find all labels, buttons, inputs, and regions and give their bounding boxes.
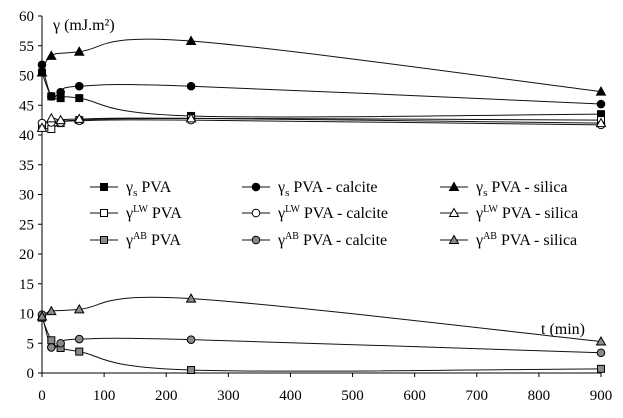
y-tick-label: 0: [27, 366, 35, 382]
x-tick-label: 700: [466, 388, 489, 404]
y-tick-label: 5: [27, 336, 35, 352]
legend-item-lw-calcite: γLW PVA - calcite: [242, 204, 388, 222]
data-point-ab-silica: [36, 310, 48, 321]
legend-marker: [100, 236, 108, 244]
legend-label: γAB PVA - calcite: [277, 231, 387, 249]
legend-item-ab-silica: γAB PVA - silica: [440, 231, 577, 249]
series-line-ab-silica: [41, 296, 602, 342]
data-point-lw-silica: [595, 117, 607, 128]
legend-label: γLW PVA - calcite: [277, 204, 388, 222]
series-line-s-calcite: [41, 64, 602, 105]
legend-label: γAB PVA - silica: [475, 231, 577, 249]
x-tick-label: 400: [279, 388, 302, 404]
data-point-s-silica: [45, 50, 57, 60]
x-tick-label: 800: [528, 388, 551, 404]
legend-marker: [251, 182, 261, 192]
y-tick-label: 10: [19, 307, 34, 323]
y-tick-label: 20: [19, 247, 34, 263]
series-markers: [36, 35, 607, 375]
data-point-s-silica: [36, 67, 48, 77]
data-point-ab-pva: [597, 364, 605, 373]
series-line-s-pva: [41, 72, 602, 118]
legend-item-lw-silica: γLW PVA - silica: [440, 204, 578, 222]
x-tick-label: 300: [217, 388, 240, 404]
y-tick-label: 45: [19, 98, 34, 114]
data-point-ab-silica: [595, 335, 607, 346]
data-point-ab-silica: [73, 303, 85, 314]
data-point-s-calcite: [47, 92, 56, 101]
legend-item-ab-pva: γAB PVA: [90, 231, 181, 249]
y-tick-label: 40: [19, 128, 34, 144]
data-point-ab-calcite: [186, 335, 196, 344]
x-tick-label: 600: [403, 388, 426, 404]
data-point-s-silica: [73, 46, 85, 56]
data-point-s-pva: [75, 94, 84, 103]
y-tick-label: 25: [19, 217, 34, 233]
data-point-ab-silica: [45, 305, 57, 316]
legend-item-s-calcite: γs PVA - calcite: [242, 179, 378, 199]
legend-marker: [251, 235, 261, 245]
legend-label: γLW PVA - silica: [475, 204, 578, 222]
legend-label: γs PVA: [125, 179, 172, 199]
legend-marker: [448, 207, 460, 217]
legend-marker: [448, 234, 460, 244]
x-tick-label: 500: [341, 388, 364, 404]
legend-marker: [100, 183, 108, 191]
y-tick-label: 50: [19, 69, 34, 85]
legend-label: γs PVA - calcite: [277, 179, 378, 199]
data-point-lw-silica: [73, 113, 85, 123]
data-point-ab-calcite: [596, 348, 606, 358]
legend-item-lw-pva: γLW PVA: [90, 204, 182, 222]
legend-label: γAB PVA: [125, 231, 181, 249]
data-point-lw-silica: [36, 122, 48, 132]
data-point-ab-pva: [187, 366, 196, 375]
series-line-ab-pva: [41, 317, 602, 372]
y-tick-label: 55: [19, 39, 34, 55]
legend-marker: [100, 209, 108, 217]
data-point-ab-silica: [185, 293, 197, 303]
x-tick-label: 100: [93, 388, 116, 404]
data-point-s-calcite: [186, 81, 196, 91]
y-tick-label: 60: [19, 9, 34, 25]
data-point-s-calcite: [56, 87, 65, 97]
legend-label: γs PVA - silica: [475, 179, 568, 199]
x-tick-label: 200: [155, 388, 178, 404]
legend-marker: [251, 208, 261, 218]
legend-item-s-pva: γs PVA: [90, 179, 172, 199]
series-line-s-silica: [41, 38, 602, 93]
data-point-lw-silica: [55, 114, 66, 125]
y-tick-label: 35: [19, 158, 34, 174]
x-tick-label: 0: [38, 388, 46, 404]
data-point-s-calcite: [74, 81, 84, 91]
data-point-ab-calcite: [74, 334, 84, 344]
data-point-s-silica: [185, 35, 197, 45]
data-point-s-silica: [595, 86, 607, 96]
legend-marker: [448, 181, 460, 191]
y-tick-label: 30: [19, 188, 34, 204]
legend-item-s-silica: γs PVA - silica: [440, 179, 568, 199]
y-tick-label: 15: [19, 277, 34, 293]
data-point-s-calcite: [596, 99, 606, 109]
data-point-lw-silica: [45, 112, 57, 123]
legend-item-ab-calcite: γAB PVA - calcite: [242, 231, 387, 249]
data-point-ab-pva: [75, 347, 84, 356]
data-point-ab-calcite: [56, 338, 65, 348]
data-point-ab-calcite: [47, 343, 56, 352]
legend-label: γLW PVA: [125, 204, 182, 222]
data-point-lw-silica: [185, 112, 197, 123]
x-tick-label: 900: [590, 388, 613, 404]
series-line-ab-calcite: [41, 314, 602, 354]
x-axis-label: t (min): [541, 321, 585, 338]
data-point-ab-pva: [47, 336, 56, 345]
legend: γs PVA γs PVA - calcite γs PVA - silica γLW…: [90, 179, 578, 249]
y-axis-label: γ (mJ.m²): [52, 17, 115, 34]
